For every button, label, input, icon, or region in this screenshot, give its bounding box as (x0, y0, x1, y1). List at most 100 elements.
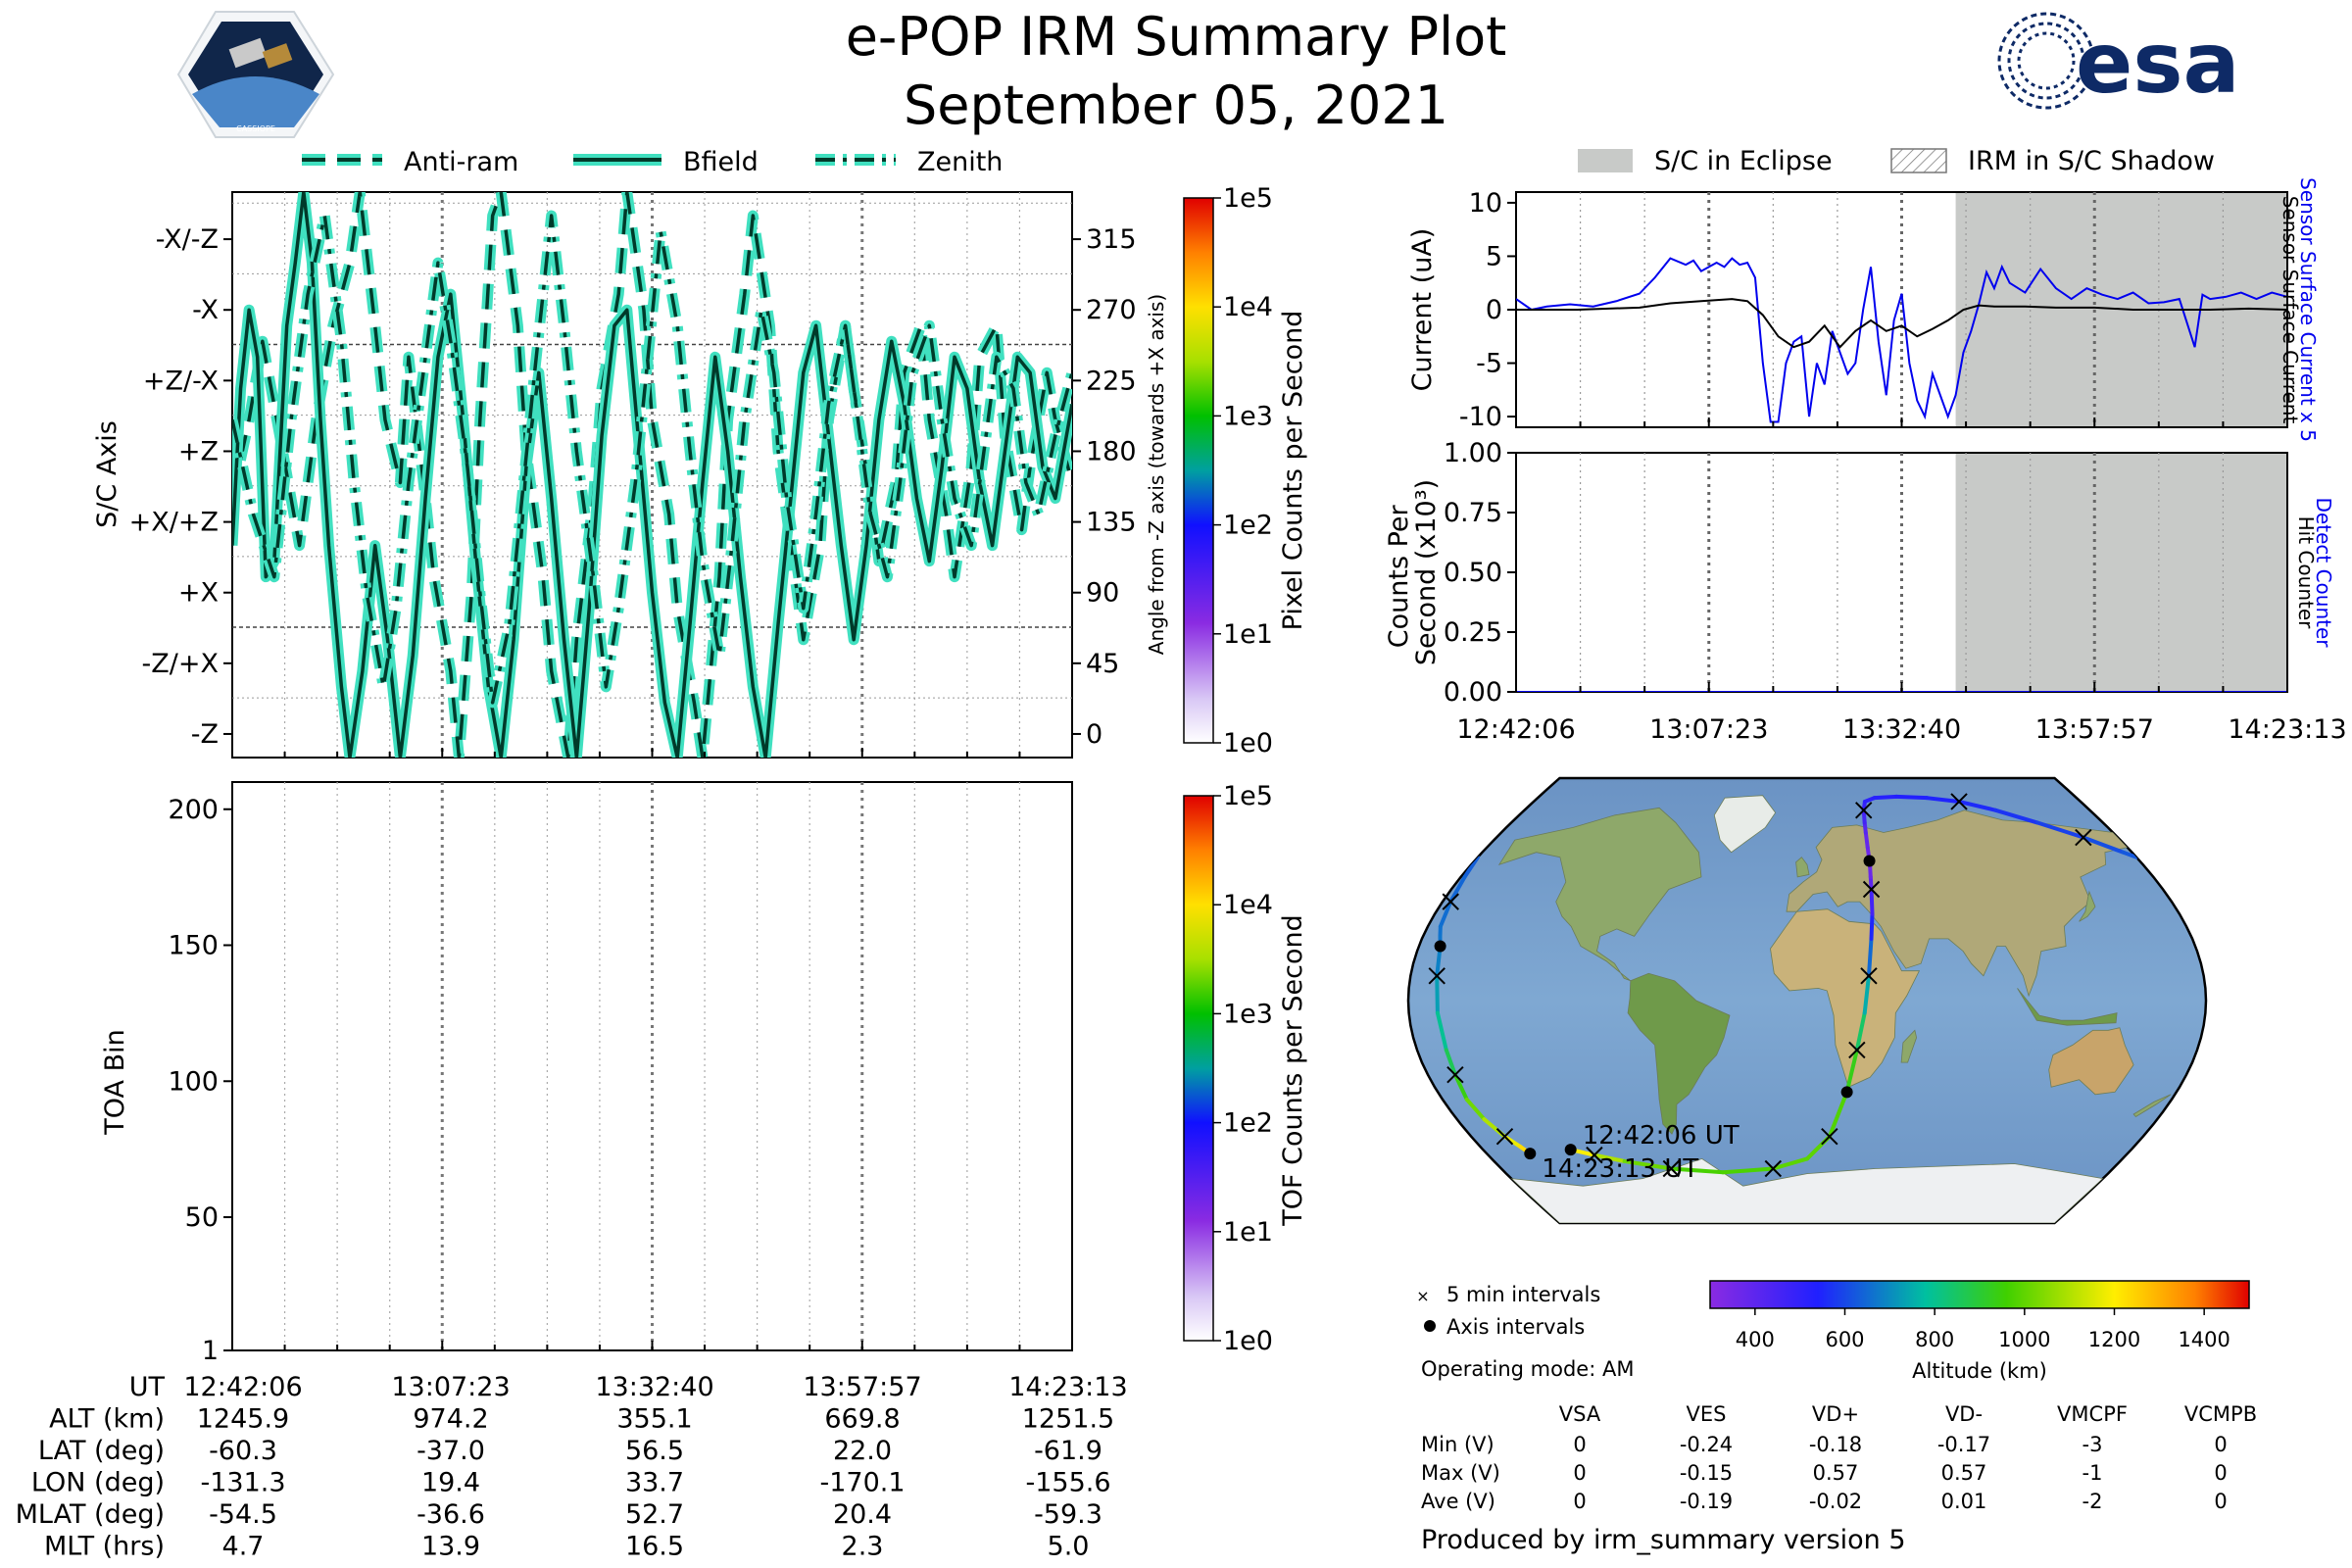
eclipse-shade-rect (1955, 453, 2287, 692)
map-marks (1428, 793, 2092, 1178)
right-ytick-label: 0.00 (1444, 677, 1502, 708)
five-min-marker (2075, 828, 2092, 847)
tof-colorbar-gradient (1183, 795, 1214, 1342)
orientation-axes: -X/-Z -X +Z/-X +Z +X/+Z +X -Z/+X -Z 315 270 225 180… (129, 224, 1137, 758)
right-ytick-label: 5 (1486, 241, 1502, 271)
orientation-axis-label: +Z/-X (143, 366, 219, 396)
voltage-cell: -0.24 (1680, 1433, 1733, 1456)
altitude-colorbar-label: Altitude (km) (1912, 1359, 2047, 1383)
ground-track-segment (1592, 1152, 1627, 1163)
counts-ylabel-line2: Second (x10³) (1411, 479, 1442, 665)
ground-track-segment (1854, 1010, 1867, 1053)
ground-track-segment (1622, 1158, 1674, 1171)
voltage-cell: -3 (2082, 1433, 2103, 1456)
esa-logo: esa (1997, 12, 2240, 113)
voltage-column-header: VMCPF (2057, 1402, 2128, 1426)
readout-cell: 14:23:13 (1008, 1372, 1127, 1402)
map-ground-track (1435, 794, 2139, 1175)
readout-cell: 56.5 (625, 1436, 684, 1466)
counts-right-label-blue: Detect Counter (2312, 498, 2335, 649)
altitude-tick-label: 400 (1736, 1328, 1775, 1351)
readout-cell: 13.9 (421, 1532, 480, 1562)
voltage-cell: -0.18 (1809, 1433, 1862, 1456)
tof-colorbar-label: TOF Counts per Second (1278, 914, 1308, 1227)
page-date: September 05, 2021 (904, 74, 1448, 136)
pixel-colorbar-ticks: 1e5 1e4 1e3 1e2 1e1 1e0 (1213, 183, 1273, 759)
five-min-marker (1446, 1065, 1464, 1084)
orientation-axis-label: +Z (178, 436, 219, 466)
voltage-row-label: Max (V) (1421, 1461, 1500, 1485)
orientation-y2label: Angle from -Z axis (towards +X axis) (1145, 294, 1168, 655)
colorbar-tick-label: 1e2 (1223, 1108, 1273, 1139)
voltage-cell: 0 (1573, 1433, 1586, 1456)
map-legend: × 5 min intervals Axis intervals Operati… (1416, 1283, 1634, 1381)
five-min-marker (1586, 1146, 1603, 1164)
ground-track-segment (1771, 1156, 1809, 1171)
orientation-angle-label: 270 (1086, 295, 1137, 325)
map-start-label: 12:42:06 UT (1583, 1121, 1740, 1151)
footer-text: Produced by irm_summary version 5 (1421, 1525, 1906, 1555)
current-grid (1579, 192, 2225, 427)
toa-grid (283, 782, 1021, 1350)
readout-cell: 22.0 (833, 1436, 892, 1466)
voltage-cell: -0.02 (1809, 1490, 1862, 1513)
toa-ytick-label: 100 (168, 1066, 219, 1097)
readout-cell: 13:07:23 (391, 1372, 510, 1402)
orientation-axis-label: -Z/+X (142, 649, 219, 679)
counts-panel: 1.00 0.75 0.50 0.25 0.00 Counts Per Second (… (1384, 438, 2335, 708)
readout-cell: -155.6 (1025, 1468, 1110, 1498)
readout-cell: 5.0 (1048, 1532, 1090, 1562)
axis-interval-marker (1524, 1148, 1537, 1160)
voltage-cell: 0.01 (1941, 1490, 1987, 1513)
orientation-angle-label: 0 (1086, 719, 1102, 750)
ground-track-segment (1462, 855, 1480, 879)
mission-logo-text: CASSIOPE (236, 124, 275, 133)
readout-cell: 1245.9 (197, 1404, 289, 1435)
orientation-axis-label: +X (178, 578, 219, 609)
right-series-2-1 (1516, 298, 2287, 349)
right-ytick-label: 1.00 (1444, 438, 1502, 468)
current-panel: 10 5 0 -5 -10 Current (uA) Sensor Surface Cu… (1407, 177, 2320, 442)
right-ytick-label: 0 (1486, 295, 1502, 325)
orientation-angle-label: 315 (1086, 224, 1137, 255)
pixel-colorbar: 1e5 1e4 1e3 1e2 1e1 1e0 Pixel Counts per Seco… (1183, 183, 1308, 759)
ground-track-segment (1448, 874, 1467, 905)
voltage-column-header: VD+ (1812, 1402, 1859, 1426)
orientation-axis-label: -X (192, 295, 219, 325)
ground-track-segment (2034, 820, 2085, 840)
ground-track-segment (1435, 973, 1440, 1015)
voltage-row-label: Ave (V) (1421, 1490, 1495, 1513)
altitude-tick-label: 1200 (2088, 1328, 2140, 1351)
tof-colorbar-ticks: 1e5 1e4 1e3 1e2 1e1 1e0 (1213, 781, 1273, 1356)
legend-bfield-label: Bfield (683, 147, 759, 177)
orientation-axis-label: +X/+Z (129, 508, 219, 538)
pixel-colorbar-label: Pixel Counts per Second (1278, 311, 1308, 631)
right-time-label: 13:32:40 (1842, 714, 1961, 745)
colorbar-tick-label: 1e1 (1223, 1217, 1273, 1248)
orientation-angle-label: 90 (1086, 578, 1119, 609)
five-min-marker (1495, 1128, 1514, 1146)
orientation-lines (232, 192, 1072, 758)
ground-track-segment (1721, 1166, 1776, 1175)
map-land-north-america (1497, 807, 1702, 982)
orientation-angle-label: 45 (1086, 649, 1119, 679)
altitude-colorbar: 400 600 800 1000 1200 1400 Altitude (km) (1709, 1280, 2250, 1383)
colorbar-tick-label: 1e4 (1223, 292, 1273, 322)
map-land-indonesia (2017, 988, 2118, 1026)
map-land-new-zealand (2132, 1094, 2172, 1118)
readout-cell: -54.5 (209, 1499, 277, 1530)
axis-interval-marker (1434, 940, 1446, 953)
voltage-column-header: VSA (1559, 1402, 1601, 1426)
voltage-cell: 0 (2214, 1490, 2227, 1513)
five-min-marker (1821, 1128, 1838, 1146)
toa-ytick-label: 1 (202, 1336, 219, 1366)
five-min-marker (1950, 793, 1968, 810)
voltage-cell: 0 (2214, 1461, 2227, 1485)
current-right-label-black: Sensor Surface Current (2278, 196, 2302, 424)
ground-track-segment (1869, 887, 1875, 916)
orientation-ylabel: S/C Axis (92, 420, 122, 528)
ground-track-segment (1444, 1048, 1457, 1077)
colorbar-tick-label: 1e2 (1223, 511, 1273, 541)
